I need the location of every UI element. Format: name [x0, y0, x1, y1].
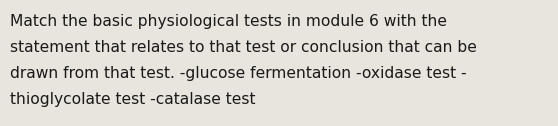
Text: Match the basic physiological tests in module 6 with the: Match the basic physiological tests in m…	[10, 14, 447, 29]
Text: thioglycolate test -catalase test: thioglycolate test -catalase test	[10, 92, 256, 107]
Text: drawn from that test. -glucose fermentation -oxidase test -: drawn from that test. -glucose fermentat…	[10, 66, 466, 81]
Text: statement that relates to that test or conclusion that can be: statement that relates to that test or c…	[10, 40, 477, 55]
